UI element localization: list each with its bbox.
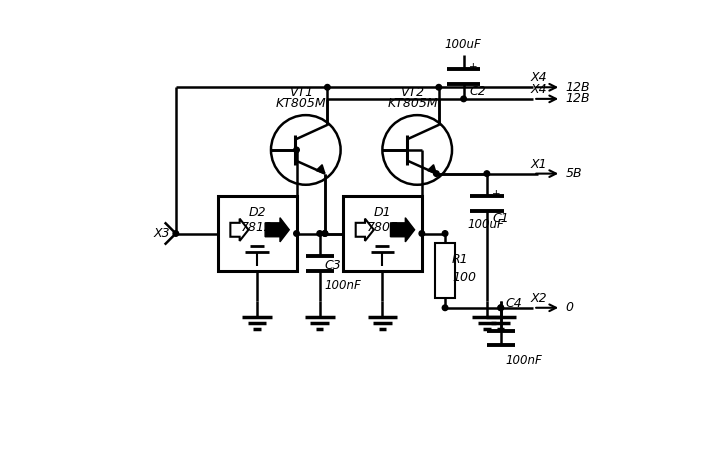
Circle shape [294, 147, 299, 153]
Text: VT1: VT1 [289, 86, 313, 99]
Text: +: + [492, 189, 501, 199]
Bar [343, 196, 422, 271]
Circle shape [322, 231, 328, 236]
Circle shape [322, 231, 328, 236]
Text: 100uF: 100uF [445, 38, 482, 51]
Text: 100nF: 100nF [325, 279, 361, 292]
Text: X1: X1 [531, 158, 547, 171]
Text: C4: C4 [505, 297, 522, 310]
Text: 100nF: 100nF [505, 354, 542, 367]
Text: X2: X2 [531, 292, 547, 305]
Text: 7812: 7812 [241, 221, 273, 234]
Text: C3: C3 [325, 260, 341, 273]
Circle shape [436, 85, 442, 90]
Circle shape [294, 231, 299, 236]
Text: 12B: 12B [566, 81, 591, 94]
Text: R1: R1 [452, 253, 469, 266]
Text: +: + [469, 62, 478, 72]
Circle shape [419, 231, 424, 236]
Polygon shape [390, 218, 414, 242]
Text: KT805M: KT805M [276, 98, 327, 111]
Text: VT2: VT2 [401, 86, 424, 99]
Text: 7805: 7805 [367, 221, 398, 234]
Circle shape [442, 231, 448, 236]
Text: 12B: 12B [566, 92, 591, 106]
Circle shape [434, 171, 439, 177]
Text: KT805M: KT805M [388, 98, 438, 111]
Text: D2: D2 [248, 206, 266, 219]
Polygon shape [427, 165, 437, 174]
Text: 0: 0 [566, 301, 574, 314]
Bar [435, 243, 455, 298]
Text: C1: C1 [492, 212, 509, 225]
Text: X4: X4 [531, 71, 547, 85]
Text: D1: D1 [374, 206, 391, 219]
Circle shape [173, 231, 179, 236]
Text: C2: C2 [469, 85, 486, 98]
Polygon shape [316, 165, 325, 174]
Circle shape [484, 171, 489, 177]
Circle shape [325, 85, 330, 90]
Text: X3: X3 [153, 227, 170, 240]
Circle shape [498, 305, 503, 311]
Text: X4: X4 [531, 83, 547, 96]
Circle shape [498, 305, 503, 311]
Polygon shape [265, 218, 289, 242]
Circle shape [442, 305, 448, 311]
Circle shape [461, 96, 466, 102]
Text: 100uF: 100uF [468, 218, 505, 231]
Text: 100: 100 [452, 271, 476, 284]
Text: 5B: 5B [566, 167, 583, 180]
Circle shape [317, 231, 322, 236]
Bar [218, 196, 296, 271]
